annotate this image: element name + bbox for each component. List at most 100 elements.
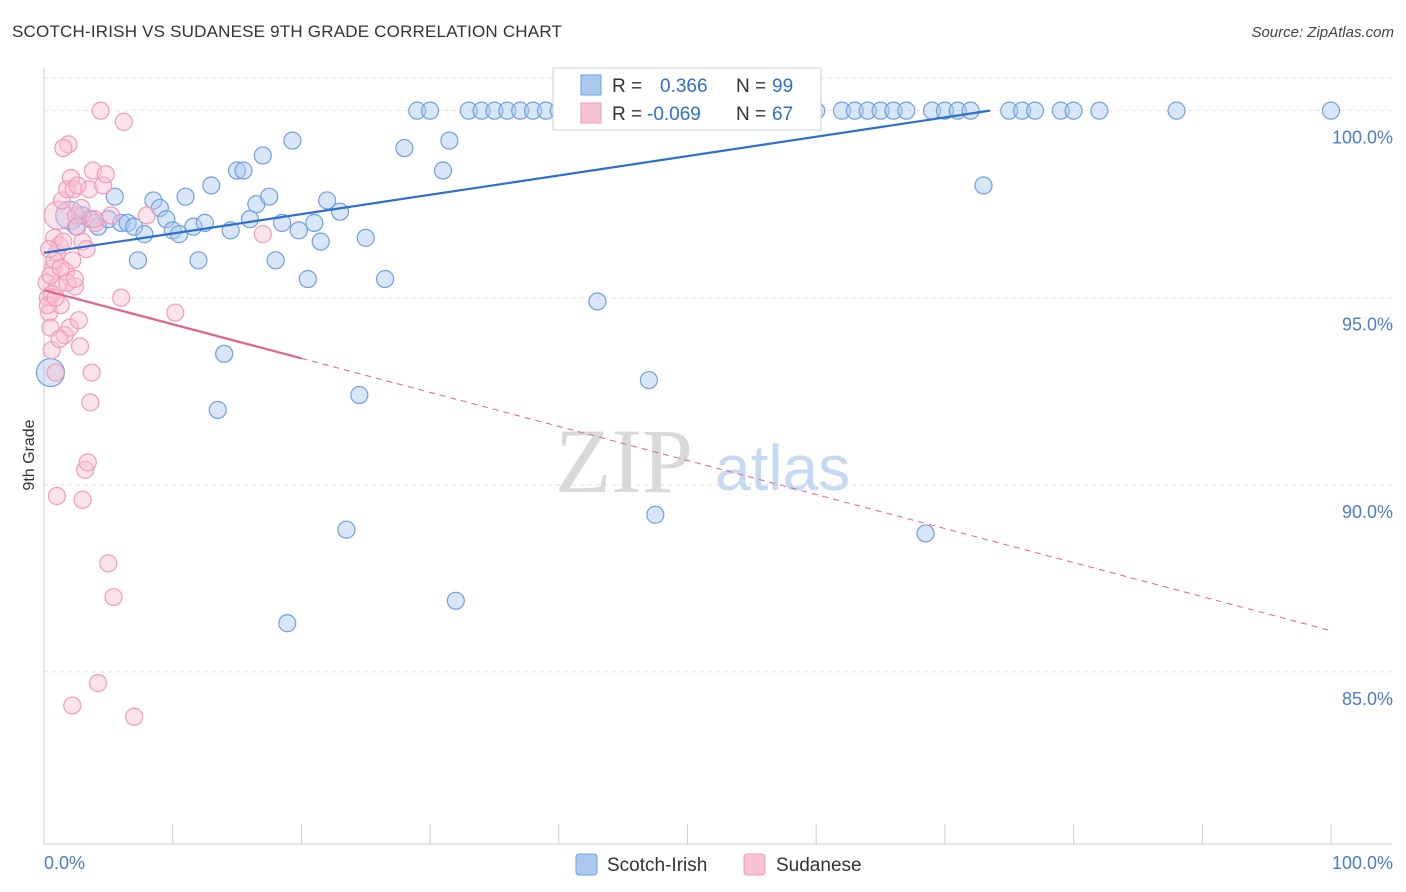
scotch-irish-point [646, 505, 665, 524]
chart-title: SCOTCH-IRISH VS SUDANESE 9TH GRADE CORRE… [12, 22, 563, 41]
scotch-irish-point [858, 101, 877, 120]
scotch-irish-point [639, 370, 658, 390]
sudanese-point [76, 460, 95, 479]
x-tick-label-min: 0.0% [44, 853, 85, 873]
sudanese-point [166, 303, 185, 322]
stats-r-value-1: 0.366 [660, 76, 708, 97]
trend-lines [43, 109, 1332, 632]
sudanese-point [73, 490, 92, 509]
scotch-irish-point [337, 520, 356, 539]
sudanese-point [88, 674, 108, 693]
sudanese-point [52, 191, 72, 210]
scotch-irish-point [1167, 101, 1186, 120]
y-tick-label: 100.0% [1332, 128, 1393, 148]
scotch-irish-point [446, 591, 465, 610]
sudanese-point [63, 696, 82, 715]
stats-n-label-1: N = [736, 76, 766, 97]
sudanese-point [46, 363, 65, 382]
scotch-irish-point [298, 269, 317, 289]
sudanese-point [61, 168, 81, 188]
scotch-irish-point [935, 101, 955, 120]
sudanese-point [38, 296, 57, 315]
scotch-irish-point [884, 101, 903, 120]
scotch-irish-point [234, 161, 253, 180]
scotch-irish-point [1090, 101, 1109, 120]
scotch-irish-point [176, 187, 195, 206]
stats-swatch-pink [580, 102, 602, 124]
x-tick-labels: 0.0% 100.0% [44, 853, 1393, 873]
y-axis-label: 9th Grade [21, 419, 38, 490]
stats-r-value-2: -0.069 [647, 104, 701, 125]
scotch-irish-point [961, 101, 980, 120]
sudanese-point [65, 269, 84, 289]
sudanese-point [41, 266, 60, 285]
stats-swatch-blue [580, 74, 602, 96]
sudanese-point [85, 210, 104, 229]
sudanese-point [50, 329, 69, 348]
legend: Scotch-Irish Sudanese [575, 853, 862, 876]
sudanese-point [112, 288, 131, 307]
scotch-irish-point [1000, 101, 1019, 120]
axes [43, 68, 1392, 845]
scotch-irish-point [433, 161, 453, 180]
scotch-irish-point [421, 101, 440, 120]
scotch-irish-point [472, 101, 491, 120]
scotch-irish-point [897, 101, 916, 120]
y-tick-label: 95.0% [1342, 315, 1393, 335]
sudanese-point [101, 206, 121, 225]
series-scotch-irish-points [35, 101, 1341, 633]
stats-n-label-2: N = [736, 104, 766, 125]
scotch-irish-point [208, 400, 227, 420]
y-tick-label: 85.0% [1342, 689, 1393, 709]
sudanese-point [70, 337, 90, 356]
watermark-zip: ZIP [555, 410, 693, 512]
watermark-atlas: atlas [715, 432, 850, 504]
scotch-irish-point [128, 251, 148, 270]
y-tick-labels: 85.0% 90.0% 95.0% 100.0% [1332, 128, 1393, 709]
scotch-irish-point [916, 524, 935, 543]
stats-r-label-1: R = [612, 76, 642, 97]
sudanese-point [91, 101, 110, 120]
legend-label-scotch-irish: Scotch-Irish [607, 855, 707, 876]
scotch-irish-point [318, 191, 337, 210]
sudanese-point [51, 258, 70, 277]
sudanese-point [69, 311, 88, 330]
sudanese-point [40, 239, 59, 259]
legend-swatch-sudanese [743, 853, 766, 876]
scotch-irish-point [135, 225, 154, 244]
scotch-irish-point [283, 131, 302, 150]
trend-line-sudanese-extension [301, 357, 1332, 632]
sudanese-point [77, 239, 96, 259]
scotch-irish-point [350, 385, 369, 405]
scotch-irish-point [356, 228, 375, 247]
sudanese-point [47, 486, 66, 506]
scotch-irish-point [974, 176, 993, 195]
scotch-irish-point [523, 101, 543, 120]
scotch-irish-point [871, 101, 890, 120]
scotch-irish-point [1025, 101, 1045, 120]
sudanese-point [137, 206, 157, 225]
legend-label-sudanese: Sudanese [776, 855, 862, 876]
x-tick-label-max: 100.0% [1332, 853, 1393, 873]
sudanese-point [96, 165, 115, 184]
scotch-irish-point [1321, 101, 1341, 120]
scotch-irish-point [1051, 101, 1070, 120]
scotch-irish-point [459, 101, 478, 120]
scotch-irish-point [498, 101, 517, 120]
sudanese-point [94, 176, 113, 195]
scotch-irish-point [157, 210, 176, 229]
scotch-irish-point [266, 251, 285, 270]
sudanese-point [99, 554, 118, 573]
scotch-irish-point [289, 221, 308, 240]
scotch-irish-point [408, 101, 427, 120]
scotch-irish-point [189, 251, 208, 270]
scotch-irish-point [1013, 101, 1032, 120]
stats-box: R = 0.366 N = 99 R = -0.069 N = 67 [552, 67, 822, 131]
sudanese-point [124, 707, 144, 726]
sudanese-point [68, 176, 87, 195]
scotch-irish-point [485, 101, 504, 120]
scotch-irish-point [253, 146, 272, 165]
sudanese-point [114, 112, 133, 131]
sudanese-point [81, 393, 100, 412]
